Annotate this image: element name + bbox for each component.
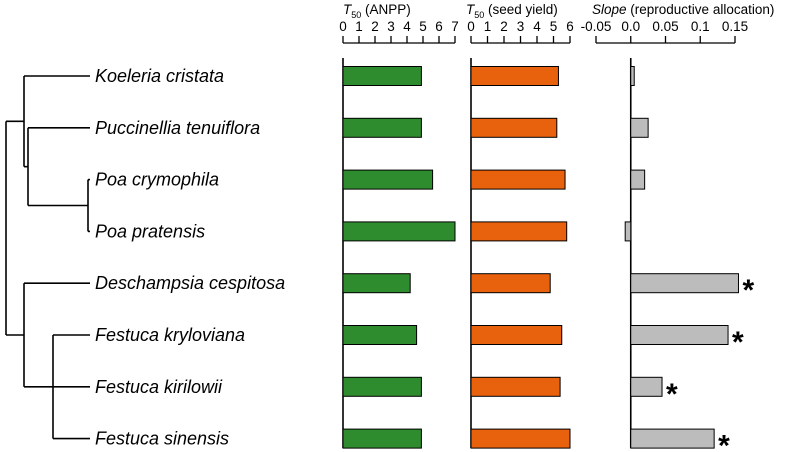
title-symbol: T bbox=[343, 2, 353, 17]
bar-puccinellia-tenuiflora bbox=[342, 117, 422, 138]
panel-slope-reproductive-allocation: Slope (reproductive allocation) -0.05 0.0 0… bbox=[581, 2, 775, 452]
species-label-puccinellia-tenuiflora: Puccinellia tenuiflora bbox=[95, 118, 260, 138]
panel-t50-seed-yield: T50 (seed yield)0 1 2 3 4 5 6 bbox=[466, 2, 574, 449]
bar-festuca-kryloviana bbox=[630, 325, 729, 345]
tick-label: 3 bbox=[387, 19, 395, 34]
bar-poa-crymophila bbox=[342, 169, 434, 190]
panel-t50-anpp: T50 (ANPP)0 1 2 3 4 5 6 7 bbox=[339, 2, 459, 449]
bar-puccinellia-tenuiflora bbox=[470, 117, 558, 138]
bar-deschampsia-cespitosa bbox=[342, 273, 411, 294]
bar-deschampsia-cespitosa bbox=[630, 273, 739, 294]
tick-label: 6 bbox=[566, 19, 574, 34]
tick-label: 0.05 bbox=[652, 19, 678, 34]
title-subscript: 50 bbox=[351, 10, 361, 20]
tick-label: 7 bbox=[451, 19, 459, 34]
significance-marker: * bbox=[718, 430, 730, 452]
tick-label: 5 bbox=[419, 19, 427, 34]
tick-label: 0 bbox=[339, 19, 347, 34]
tick-label: 4 bbox=[533, 19, 541, 34]
bar-poa-crymophila bbox=[630, 169, 646, 190]
title-text: (seed yield) bbox=[484, 2, 558, 17]
bar-festuca-kirilowii bbox=[470, 376, 561, 397]
tick-label: 0 bbox=[467, 19, 475, 34]
bar-poa-pratensis bbox=[624, 221, 632, 242]
species-label-koeleria-cristata: Koeleria cristata bbox=[95, 66, 224, 86]
bar-festuca-sinensis bbox=[630, 428, 715, 449]
title-text: (ANPP) bbox=[361, 2, 411, 17]
tick-label: 3 bbox=[517, 19, 525, 34]
species-label-festuca-kirilowii: Festuca kirilowii bbox=[95, 377, 223, 397]
significance-marker: * bbox=[742, 274, 754, 307]
species-label-poa-pratensis: Poa pratensis bbox=[95, 221, 205, 241]
tick-label: 0.0 bbox=[621, 19, 640, 34]
bar-festuca-kirilowii bbox=[342, 376, 422, 397]
bar-festuca-kryloviana bbox=[342, 325, 418, 345]
bar-poa-crymophila bbox=[470, 169, 566, 190]
phylogenetic-tree bbox=[5, 75, 90, 440]
tick-label: 0.15 bbox=[722, 19, 748, 34]
tick-label: 4 bbox=[403, 19, 411, 34]
tick-label: 0.1 bbox=[691, 19, 710, 34]
panel-title: T50 (ANPP) bbox=[343, 2, 411, 20]
bar-festuca-sinensis bbox=[342, 428, 422, 449]
species-label-poa-crymophila: Poa crymophila bbox=[95, 170, 219, 190]
bar-koeleria-cristata bbox=[630, 66, 635, 86]
bar-poa-pratensis bbox=[470, 221, 568, 242]
species-label-festuca-sinensis: Festuca sinensis bbox=[95, 429, 229, 449]
tick-label: 2 bbox=[500, 19, 508, 34]
species-label-deschampsia-cespitosa: Deschampsia cespitosa bbox=[95, 273, 285, 293]
title-symbol: T bbox=[466, 2, 476, 17]
title-subscript: 50 bbox=[474, 10, 484, 20]
tick-label: 6 bbox=[435, 19, 443, 34]
tick-label: 5 bbox=[550, 19, 558, 34]
bar-deschampsia-cespitosa bbox=[470, 273, 551, 294]
tick-label: 2 bbox=[371, 19, 379, 34]
bar-koeleria-cristata bbox=[342, 66, 422, 86]
significance-marker: * bbox=[666, 378, 678, 411]
panel-title: T50 (seed yield) bbox=[466, 2, 558, 20]
bar-koeleria-cristata bbox=[470, 66, 559, 86]
bar-festuca-kirilowii bbox=[630, 376, 663, 397]
tick-label: 1 bbox=[355, 19, 363, 34]
tick-label: -0.05 bbox=[581, 19, 612, 34]
title-symbol: Slope bbox=[592, 2, 627, 17]
panel-title: Slope (reproductive allocation) bbox=[592, 2, 774, 17]
bar-puccinellia-tenuiflora bbox=[630, 117, 649, 138]
tick-label: 1 bbox=[484, 19, 492, 34]
species-label-festuca-kryloviana: Festuca kryloviana bbox=[95, 325, 245, 345]
bar-festuca-kryloviana bbox=[470, 325, 563, 345]
species-labels: Koeleria cristata Puccinellia tenuiflora P… bbox=[95, 66, 285, 449]
significance-marker: * bbox=[732, 326, 744, 359]
bar-poa-pratensis bbox=[342, 221, 456, 242]
bar-festuca-sinensis bbox=[470, 428, 571, 449]
title-text: (reproductive allocation) bbox=[627, 2, 775, 17]
